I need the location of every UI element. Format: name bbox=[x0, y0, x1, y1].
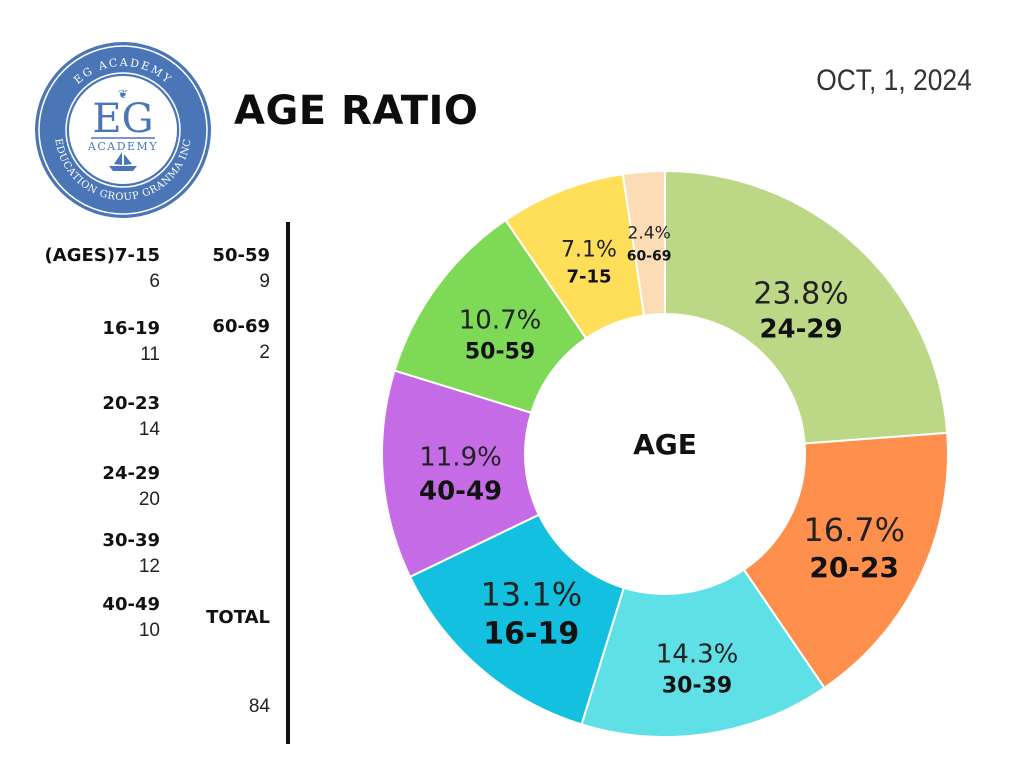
ornament-icon: ❦ bbox=[118, 87, 128, 101]
donut-slice-40-49 bbox=[381, 369, 541, 579]
legend-label: 40-49 bbox=[102, 594, 160, 615]
legend-entry: 16-19 11 bbox=[0, 317, 160, 369]
slice-percent-label: 23.8% bbox=[753, 276, 848, 311]
legend-count: 9 bbox=[259, 271, 270, 292]
divider bbox=[286, 222, 290, 744]
slice-category-label: 30-39 bbox=[662, 674, 732, 699]
slice-percent-label: 16.7% bbox=[803, 511, 905, 549]
page-title: AGE RATIO bbox=[234, 88, 479, 134]
legend-entry: 60-69 2 bbox=[160, 315, 270, 367]
slice-category-label: 40-49 bbox=[419, 476, 502, 506]
slice-percent-label: 13.1% bbox=[480, 575, 582, 613]
slice-percent-label: 14.3% bbox=[656, 640, 739, 670]
slice-percent-label: 7.1% bbox=[561, 237, 617, 262]
slice-category-label: 60-69 bbox=[627, 249, 672, 265]
logo-monogram: EG bbox=[92, 96, 153, 142]
slice-category-label: 24-29 bbox=[759, 314, 842, 344]
slice-category-label: 50-59 bbox=[465, 339, 535, 364]
legend-label: 60-69 bbox=[212, 316, 270, 337]
donut-slice-16-19 bbox=[408, 513, 625, 726]
legend-count: 14 bbox=[138, 419, 160, 440]
slice-category-label: 20-23 bbox=[809, 551, 899, 584]
legend-label: 20-23 bbox=[102, 393, 160, 414]
logo-name: ACADEMY bbox=[87, 140, 158, 153]
eg-academy-logo: EG ACADEMY EDUCATION GROUP GRANMA INC EG… bbox=[35, 42, 211, 218]
legend-count: 6 bbox=[149, 271, 160, 292]
donut-center-label: AGE bbox=[633, 428, 697, 461]
legend-entry: 20-23 14 bbox=[0, 392, 160, 444]
legend-count: 2 bbox=[259, 342, 270, 363]
slice-percent-label: 11.9% bbox=[419, 442, 502, 472]
donut-slice-20-23 bbox=[742, 431, 949, 690]
legend-count: 12 bbox=[138, 556, 160, 577]
donut-labels: 23.8%24-29 16.7%20-23 14.3% 30-39 13.1%16-19… bbox=[419, 224, 905, 699]
legend-label: 16-19 bbox=[102, 318, 160, 339]
legend-entry: 40-49 10 bbox=[0, 593, 160, 645]
ship-icon bbox=[109, 152, 137, 171]
legend-label: (AGES)7-15 bbox=[44, 245, 160, 266]
legend-entry: (AGES)7-15 6 bbox=[0, 244, 160, 296]
total-label: TOTAL bbox=[206, 607, 270, 628]
legend-entry: 50-59 9 bbox=[160, 244, 270, 296]
legend-count: 11 bbox=[140, 344, 160, 365]
slice-percent-label: 2.4% bbox=[628, 224, 671, 244]
slice-percent-label: 10.7% bbox=[459, 305, 542, 335]
legend-count: 10 bbox=[138, 620, 160, 641]
donut-slice-24-29 bbox=[664, 169, 949, 445]
donut-slices bbox=[381, 169, 949, 738]
legend-label: 24-29 bbox=[102, 463, 160, 484]
slice-category-label: 7-15 bbox=[566, 266, 611, 287]
age-donut-chart: 23.8%24-29 16.7%20-23 14.3% 30-39 13.1%16-19… bbox=[381, 169, 949, 738]
legend-label: 50-59 bbox=[212, 245, 270, 266]
donut-slice-60-69 bbox=[621, 169, 666, 317]
legend-label: 30-39 bbox=[102, 530, 160, 551]
report-date: OCT, 1, 2024 bbox=[816, 64, 972, 97]
total-value: 84 bbox=[248, 696, 270, 717]
legend-entry: 24-29 20 bbox=[0, 462, 160, 514]
legend-entry: 30-39 12 bbox=[0, 529, 160, 581]
slice-category-label: 16-19 bbox=[483, 616, 579, 651]
donut-slice-30-39 bbox=[580, 568, 826, 738]
legend-count: 20 bbox=[138, 489, 160, 510]
